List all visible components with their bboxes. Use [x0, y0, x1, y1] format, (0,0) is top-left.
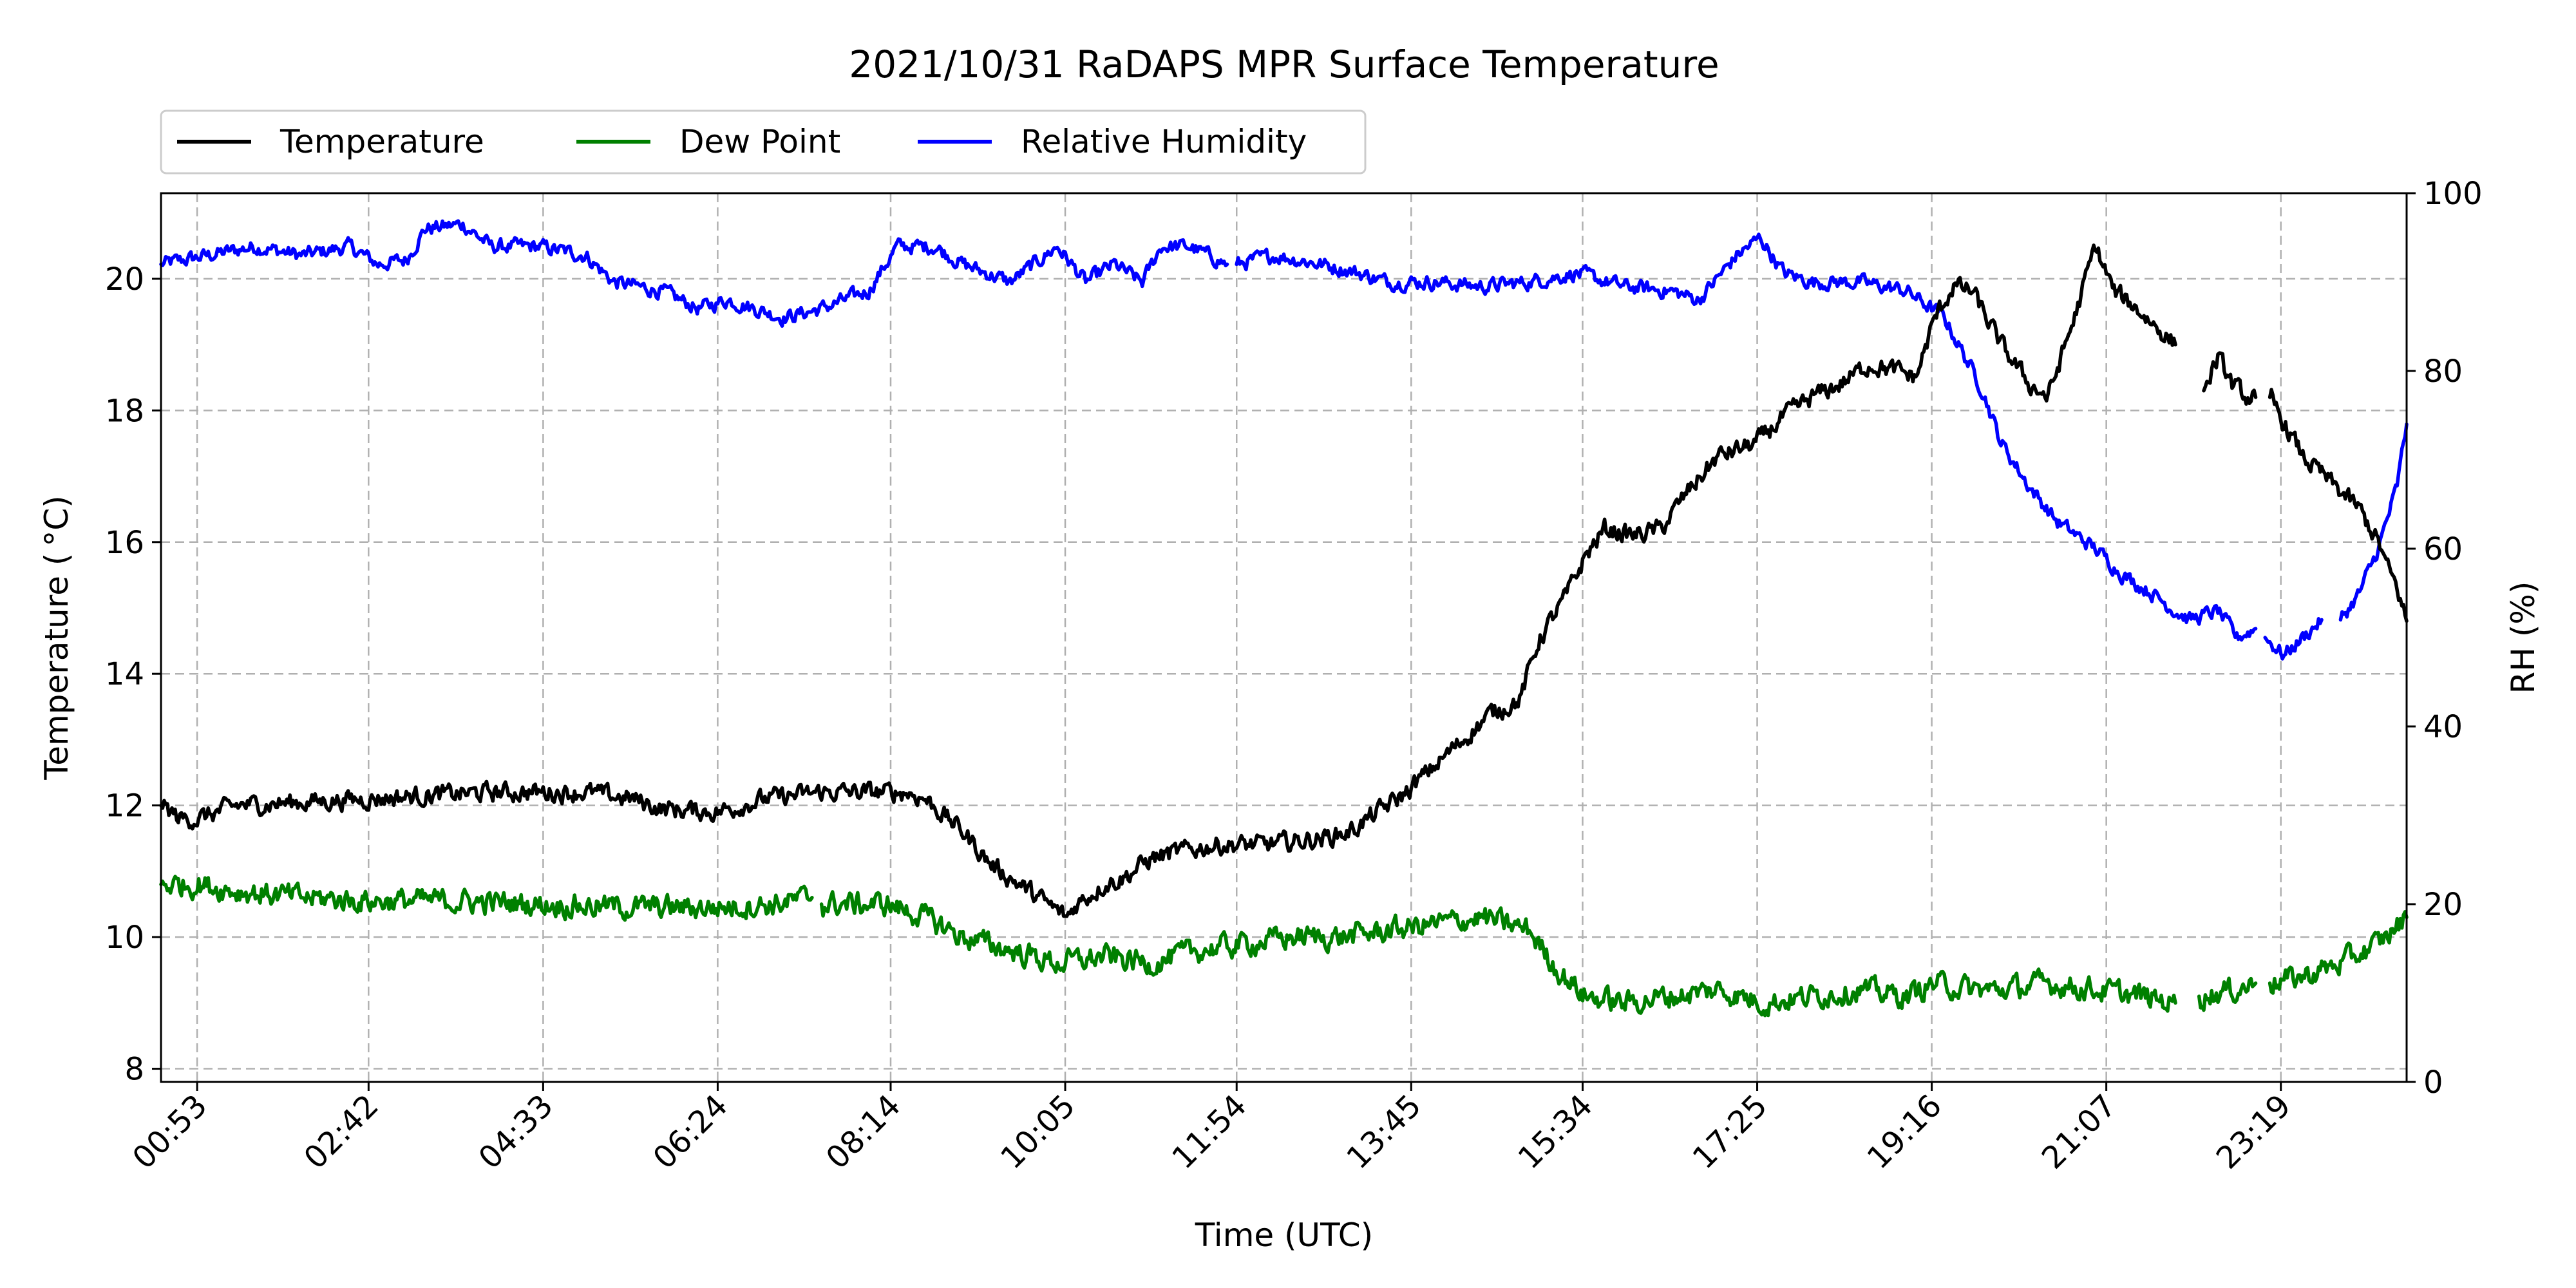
y-left-tick-label: 14	[105, 656, 144, 692]
series-layer	[159, 219, 2409, 1018]
y-axis-right-label: RH (%)	[2505, 582, 2542, 694]
y-right-tick-label: 100	[2423, 176, 2483, 212]
series-line-relative-humidity	[159, 219, 1229, 328]
series-line-relative-humidity	[2338, 422, 2409, 622]
legend-label: Dew Point	[679, 123, 840, 160]
y-left-tick-label: 18	[105, 393, 144, 429]
y-right-tick-label: 0	[2423, 1065, 2443, 1101]
x-axis-label: Time (UTC)	[1195, 1217, 1373, 1254]
y-left-tick-label: 12	[105, 788, 144, 824]
legend: Temperature Dew Point Relative Humidity	[160, 109, 1367, 175]
grid-layer	[161, 193, 2407, 1082]
y-axis-left-label: Temperature ( °C)	[38, 495, 75, 781]
series-line-relative-humidity	[1235, 232, 2258, 642]
y-right-tick-label: 80	[2423, 354, 2463, 390]
series-line-dew-point	[2197, 976, 2258, 1012]
legend-label: Relative Humidity	[1021, 123, 1307, 160]
y-axis-right: 0 20 40 60 80 100	[2407, 176, 2483, 1101]
y-left-tick-label: 16	[105, 525, 144, 561]
series-line-dew-point	[1527, 929, 2177, 1018]
plot-frame	[160, 192, 2408, 1083]
series-line-relative-humidity	[2263, 617, 2324, 661]
y-left-tick-label: 8	[124, 1052, 144, 1088]
legend-box	[160, 109, 1367, 175]
y-right-tick-label: 60	[2423, 531, 2463, 567]
series-line-dew-point	[159, 875, 814, 922]
series-line-dew-point	[819, 890, 1531, 977]
chart-title: 2021/10/31 RaDAPS MPR Surface Temperatur…	[849, 43, 1719, 86]
series-line-temperature	[2202, 351, 2258, 406]
series-line-temperature	[159, 243, 2177, 918]
y-right-tick-label: 40	[2423, 709, 2463, 745]
y-right-tick-label: 20	[2423, 887, 2463, 923]
y-axis-left: 8 10 12 14 16 18 20	[105, 261, 161, 1088]
series-line-temperature	[2268, 388, 2409, 623]
legend-label: Temperature	[279, 123, 484, 160]
y-left-tick-label: 20	[105, 261, 144, 298]
y-left-tick-label: 10	[105, 920, 144, 956]
series-line-dew-point	[2268, 910, 2409, 995]
